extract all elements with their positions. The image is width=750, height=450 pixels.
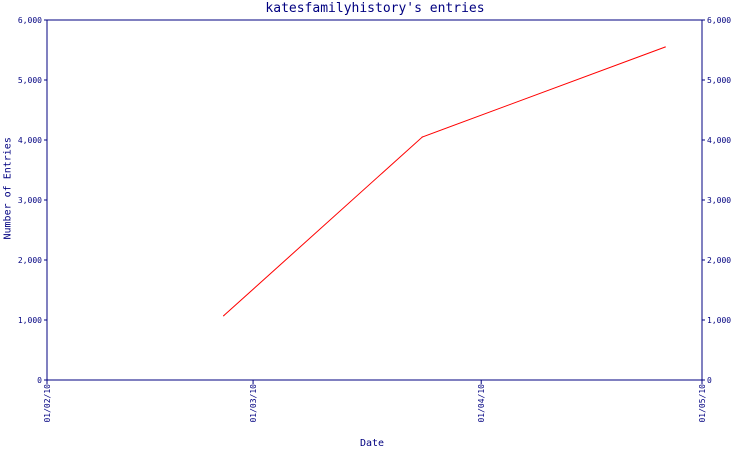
y-tick-label-right: 6,000 <box>707 16 731 25</box>
data-point <box>664 46 666 48</box>
y-tick-label-right: 3,000 <box>707 196 731 205</box>
y-tick-label-right: 2,000 <box>707 256 731 265</box>
series-line <box>223 46 666 317</box>
x-tick-label: 01/02/10 <box>43 384 52 423</box>
data-point <box>421 136 423 138</box>
y-tick-label-left: 6,000 <box>18 16 42 25</box>
y-tick-label-right: 1,000 <box>707 316 731 325</box>
data-point <box>223 315 225 317</box>
plot-frame <box>46 19 703 381</box>
y-tick-label-left: 0 <box>37 376 42 385</box>
chart-title: katesfamilyhistory's entries <box>265 1 485 16</box>
y-tick-label-right: 4,000 <box>707 136 731 145</box>
y-tick-label-right: 5,000 <box>707 76 731 85</box>
y-tick-label-left: 1,000 <box>18 316 42 325</box>
y-tick-label-left: 5,000 <box>18 76 42 85</box>
y-tick-label-left: 2,000 <box>18 256 42 265</box>
x-tick-label: 01/04/10 <box>477 384 486 423</box>
x-axis-title: Date <box>359 438 385 449</box>
x-tick-label: 01/05/10 <box>698 384 707 423</box>
y-tick-label-left: 3,000 <box>18 196 42 205</box>
y-tick-label-left: 4,000 <box>18 136 42 145</box>
y-tick-label-right: 0 <box>707 376 712 385</box>
x-tick-label: 01/03/10 <box>249 384 258 423</box>
